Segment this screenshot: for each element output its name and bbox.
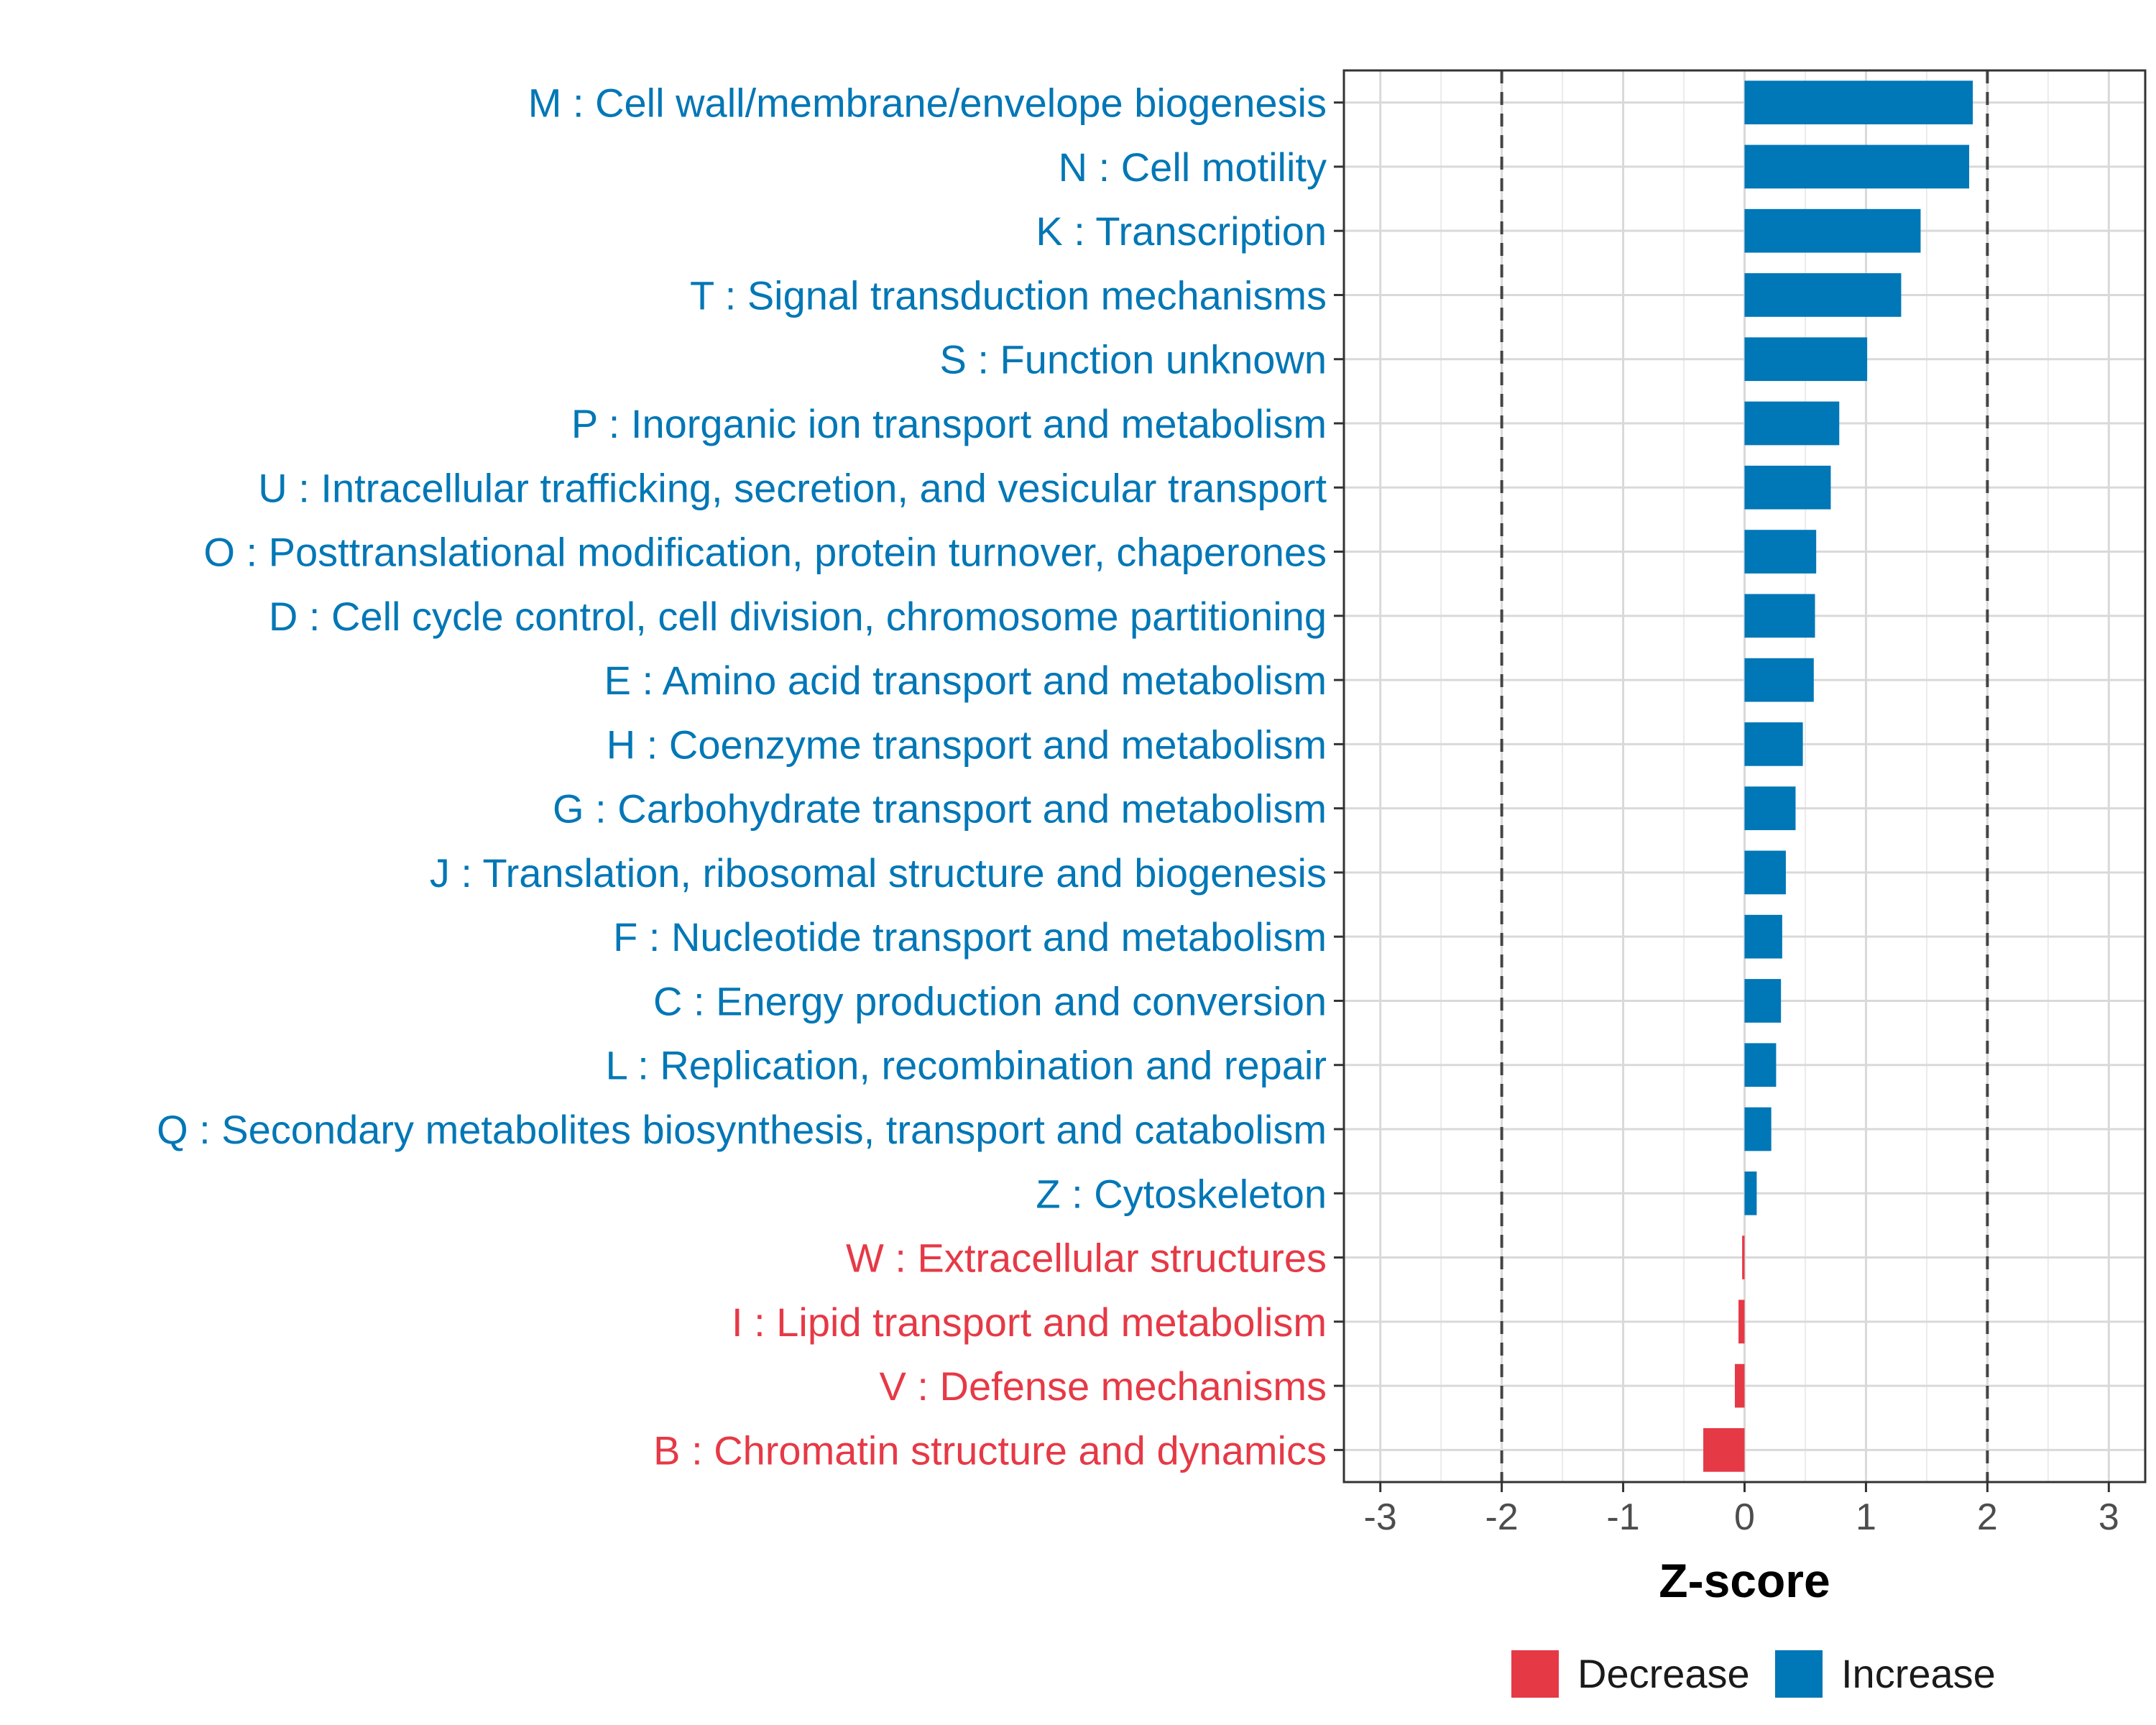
y-tick-label: T : Signal transduction mechanisms [690, 272, 1327, 318]
y-tick-label: B : Chromatin structure and dynamics [653, 1427, 1327, 1473]
y-tick-label: U : Intracellular trafficking, secretion… [258, 465, 1327, 510]
y-tick-label: E : Amino acid transport and metabolism [604, 658, 1327, 703]
bar [1744, 722, 1803, 766]
bar [1744, 208, 1921, 253]
bar [1744, 530, 1817, 574]
y-tick-label: C : Energy production and conversion [653, 978, 1327, 1024]
y-axis: M : Cell wall/membrane/envelope biogenes… [157, 80, 1344, 1473]
bar [1744, 80, 1973, 124]
y-tick-label: D : Cell cycle control, cell division, c… [269, 594, 1327, 639]
y-tick-label: Z : Cytoskeleton [1036, 1171, 1327, 1216]
y-tick-label: I : Lipid transport and metabolism [732, 1300, 1327, 1345]
bar [1744, 594, 1815, 638]
x-tick-label: -2 [1485, 1496, 1518, 1538]
y-tick-label: G : Carbohydrate transport and metabolis… [553, 786, 1327, 832]
y-tick-label: V : Defense mechanisms [880, 1363, 1327, 1409]
legend-label: Increase [1841, 1651, 1996, 1696]
legend-swatch [1775, 1650, 1823, 1698]
y-tick-label: H : Coenzyme transport and metabolism [607, 722, 1327, 767]
y-tick-label: Q : Secondary metabolites biosynthesis, … [157, 1107, 1327, 1152]
threshold-layer [1500, 70, 1989, 1482]
bar [1744, 1043, 1777, 1087]
y-tick-label: J : Translation, ribosomal structure and… [430, 850, 1327, 896]
bar-layer [1703, 80, 1973, 1472]
bar [1738, 1300, 1745, 1344]
bar [1744, 144, 1970, 189]
bar [1744, 914, 1782, 959]
bar [1734, 1363, 1745, 1408]
bar [1744, 786, 1796, 830]
x-tick-label: 2 [1977, 1496, 1998, 1538]
bar [1703, 1428, 1745, 1472]
y-tick-label: L : Replication, recombination and repai… [606, 1043, 1327, 1088]
y-tick-label: K : Transcription [1036, 208, 1327, 254]
y-tick-label: P : Inorganic ion transport and metaboli… [571, 401, 1327, 446]
x-tick-label: -3 [1364, 1496, 1397, 1538]
bar [1744, 1171, 1757, 1215]
legend: Decrease Increase [1511, 1650, 1996, 1698]
y-tick-label: N : Cell motility [1059, 144, 1327, 190]
bar [1744, 1107, 1772, 1151]
bar [1744, 401, 1840, 446]
x-axis-title: Z-score [1659, 1554, 1830, 1607]
bar [1744, 658, 1814, 702]
legend-swatch [1511, 1650, 1559, 1698]
bar [1744, 465, 1831, 510]
bar [1742, 1236, 1745, 1279]
legend-label: Decrease [1577, 1651, 1750, 1696]
x-tick-label: 3 [2099, 1496, 2119, 1538]
y-tick-label: S : Function unknown [939, 337, 1327, 382]
y-tick-label: W : Extracellular structures [846, 1236, 1327, 1281]
bar [1744, 273, 1902, 317]
y-tick-label: M : Cell wall/membrane/envelope biogenes… [528, 80, 1327, 126]
bar [1744, 979, 1782, 1023]
x-axis: -3 -2 -1 0 1 2 3 [1364, 1482, 2119, 1538]
y-tick-label: F : Nucleotide transport and metabolism [613, 914, 1327, 960]
x-tick-label: 1 [1856, 1496, 1876, 1538]
x-tick-label: 0 [1734, 1496, 1755, 1538]
y-tick-label: O : Posttranslational modification, prot… [203, 530, 1327, 575]
bar [1744, 850, 1786, 895]
bar [1744, 337, 1868, 382]
x-tick-label: -1 [1606, 1496, 1639, 1538]
